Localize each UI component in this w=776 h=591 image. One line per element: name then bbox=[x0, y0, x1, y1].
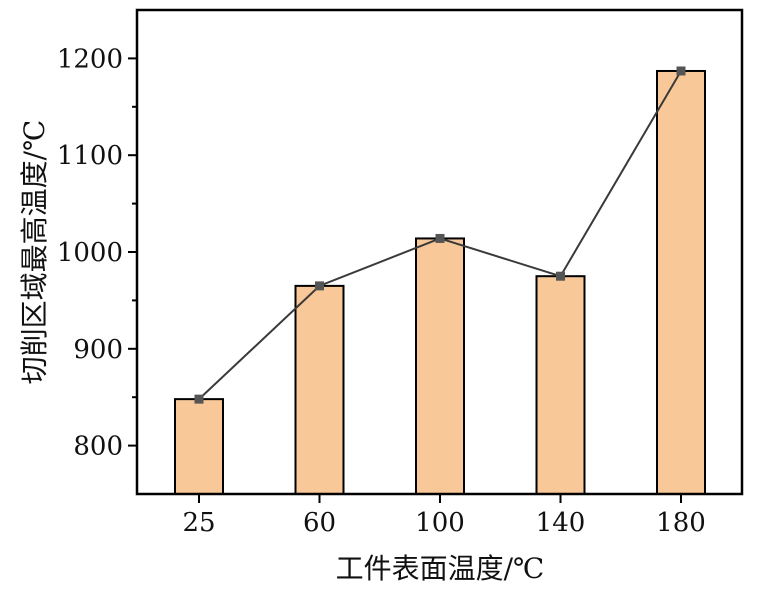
bar-25 bbox=[174, 398, 224, 495]
point-180 bbox=[676, 66, 686, 76]
point-140 bbox=[556, 271, 565, 281]
plot-area: 800 900 1000 1100 1200 25 60 100 140 180 bbox=[57, 8, 744, 538]
x-tick-label-180: 180 bbox=[656, 508, 706, 538]
x-tick-label-140: 140 bbox=[536, 508, 586, 538]
x-tick-label-100: 100 bbox=[415, 508, 465, 538]
y-axis-title: 切削区域最高温度/℃ bbox=[18, 120, 51, 385]
y-tick-label-900: 900 bbox=[73, 335, 123, 365]
x-axis-title: 工件表面温度/℃ bbox=[336, 552, 545, 585]
x-tick-label-60: 60 bbox=[303, 508, 336, 538]
y-tick-label-1100: 1100 bbox=[57, 141, 123, 171]
bar-60 bbox=[294, 284, 345, 495]
bar-140 bbox=[535, 275, 586, 496]
x-tick-label-25: 25 bbox=[182, 508, 215, 538]
y-tick-label-800: 800 bbox=[73, 432, 123, 462]
y-tick-label-1200: 1200 bbox=[57, 44, 123, 74]
point-100 bbox=[435, 233, 445, 243]
y-tick-label-1000: 1000 bbox=[57, 238, 123, 268]
bar-180 bbox=[656, 69, 706, 495]
bar-100 bbox=[415, 237, 465, 495]
point-25 bbox=[194, 394, 204, 404]
point-60 bbox=[315, 281, 324, 291]
